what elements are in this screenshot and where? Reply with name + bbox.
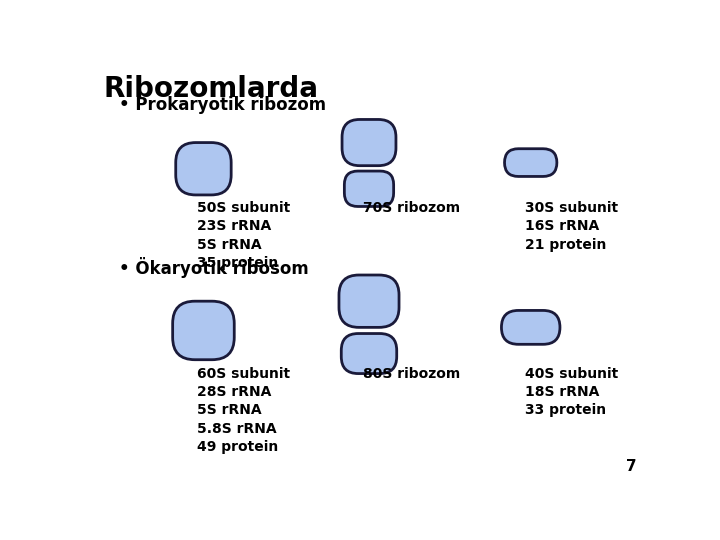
FancyBboxPatch shape [341,334,397,374]
Text: • Ökaryotik ribosom: • Ökaryotik ribosom [119,257,308,278]
FancyBboxPatch shape [173,301,234,360]
FancyBboxPatch shape [501,310,560,345]
FancyBboxPatch shape [339,275,399,327]
FancyBboxPatch shape [344,171,394,206]
Text: 80S ribozom: 80S ribozom [363,367,460,381]
Text: 30S subunit
16S rRNA
21 protein: 30S subunit 16S rRNA 21 protein [525,201,618,252]
FancyBboxPatch shape [342,119,396,166]
FancyBboxPatch shape [505,148,557,177]
Text: 60S subunit
28S rRNA
5S rRNA
5.8S rRNA
49 protein: 60S subunit 28S rRNA 5S rRNA 5.8S rRNA 4… [197,367,290,454]
Text: 70S ribozom: 70S ribozom [363,201,460,215]
Text: 50S subunit
23S rRNA
5S rRNA
35 protein: 50S subunit 23S rRNA 5S rRNA 35 protein [197,201,291,271]
Text: 7: 7 [626,460,637,475]
Text: 40S subunit
18S rRNA
33 protein: 40S subunit 18S rRNA 33 protein [525,367,618,417]
Text: • Prokaryotik ribozom: • Prokaryotik ribozom [119,96,326,113]
Text: Ribozomlarda: Ribozomlarda [104,75,318,103]
FancyBboxPatch shape [176,143,231,195]
